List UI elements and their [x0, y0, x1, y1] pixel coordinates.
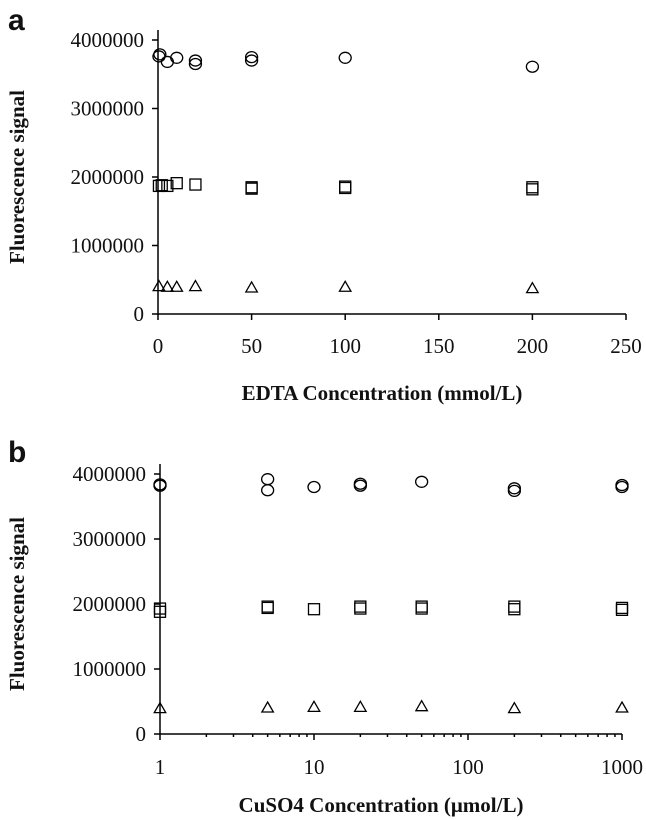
x-tick-label: 200 [517, 334, 549, 358]
data-point-square [526, 181, 539, 194]
data-point-square [415, 600, 428, 613]
y-tick-label: 4000000 [71, 28, 145, 52]
data-point-square [307, 603, 321, 616]
data-point-circle [414, 475, 429, 488]
data-point-square [161, 179, 174, 193]
data-point-square [153, 602, 167, 615]
data-point-circle [507, 482, 522, 495]
y-tick-label: 2000000 [73, 592, 147, 616]
data-point-square [508, 603, 521, 616]
data-point-circle [260, 484, 275, 497]
data-point-square [245, 181, 258, 194]
data-point-square [189, 178, 202, 191]
data-point-circle [160, 55, 175, 69]
x-axis-title: EDTA Concentration (mmol/L) [242, 381, 523, 405]
chart-panel-a: a 0 1000000 2000000 3000000 4000000 0 50 100 150 2… [5, 4, 642, 405]
data-point-square [508, 600, 521, 613]
x-tick-label: 0 [153, 334, 164, 358]
data-point-triangle [244, 280, 259, 293]
series-square [152, 177, 539, 196]
data-point-circle [153, 48, 167, 61]
y-tick-label: 0 [134, 302, 145, 326]
data-point-triangle [152, 279, 166, 292]
data-point-triangle [153, 701, 167, 714]
data-point-circle [307, 480, 321, 494]
data-point-triangle [338, 279, 353, 292]
x-tick-label: 50 [241, 334, 262, 358]
data-point-circle [188, 54, 203, 67]
data-point-circle [338, 51, 352, 64]
series-circle [152, 48, 540, 73]
data-point-square [170, 177, 183, 190]
y-tick-label: 2000000 [71, 165, 145, 189]
data-point-triangle [169, 279, 184, 292]
data-point-triangle [525, 281, 540, 294]
x-tick-label: 150 [423, 334, 455, 358]
data-point-triangle [188, 279, 203, 292]
y-tick-label: 4000000 [73, 462, 147, 486]
data-point-triangle [353, 700, 368, 712]
x-tick-label: 1000 [601, 755, 643, 779]
data-point-circle [260, 473, 275, 486]
data-point-circle [244, 54, 259, 67]
data-point-square [261, 600, 274, 613]
y-tick-label: 1000000 [71, 234, 145, 258]
data-point-triangle [260, 700, 275, 713]
data-point-square [152, 179, 166, 193]
data-point-circle [188, 57, 203, 71]
series-circle [153, 473, 629, 498]
data-point-circle [615, 478, 629, 492]
series-square [153, 600, 629, 618]
x-tick-label: 100 [452, 755, 484, 779]
data-point-circle [170, 51, 184, 64]
data-point-square [615, 601, 629, 615]
y-tick-label: 3000000 [73, 527, 147, 551]
x-tick-label: 10 [304, 755, 325, 779]
data-point-triangle [160, 279, 175, 292]
series-triangle [153, 699, 629, 714]
data-point-square [339, 180, 352, 193]
series-triangle [152, 279, 540, 294]
data-point-triangle [615, 700, 629, 713]
data-point-triangle [414, 699, 429, 712]
y-axis-title: Fluorescence signal [5, 517, 29, 691]
y-tick-label: 0 [136, 722, 147, 746]
y-tick-label: 1000000 [73, 657, 147, 681]
data-point-circle [153, 478, 167, 491]
chart-panel-b: b 0 1000000 2000000 3000000 4000000 1 10 100 1000… [5, 436, 643, 817]
data-point-circle [525, 60, 540, 73]
data-point-square [354, 600, 367, 613]
data-point-triangle [507, 701, 522, 714]
x-tick-label: 100 [329, 334, 361, 358]
data-point-circle [507, 484, 522, 498]
x-tick-label: 250 [610, 334, 642, 358]
panel-label: a [8, 4, 25, 37]
panel-label: b [8, 436, 26, 469]
x-axis-title: CuSO4 Concentration (μmol/L) [239, 793, 524, 817]
y-tick-label: 3000000 [71, 97, 145, 121]
data-point-circle [353, 477, 368, 490]
x-tick-label: 1 [155, 755, 166, 779]
data-point-circle [244, 50, 259, 64]
data-point-triangle [307, 700, 321, 712]
y-axis-title: Fluorescence signal [5, 90, 29, 264]
